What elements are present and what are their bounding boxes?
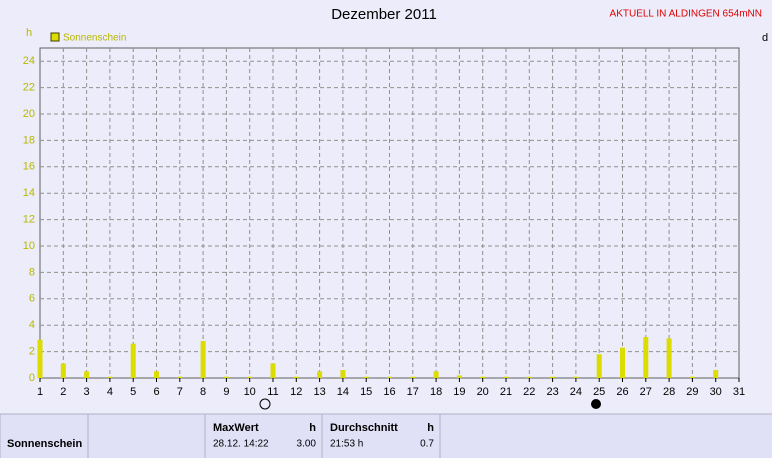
x-tick-label: 18 bbox=[430, 386, 442, 398]
x-tick-label: 6 bbox=[153, 386, 159, 398]
table-cell bbox=[0, 413, 89, 458]
x-tick-label: 2 bbox=[60, 386, 66, 398]
x-tick-label: 3 bbox=[84, 386, 90, 398]
x-tick-label: 1 bbox=[37, 386, 43, 398]
x-tick-label: 17 bbox=[407, 386, 419, 398]
y-tick-label: 14 bbox=[23, 187, 35, 199]
x-tick-label: 4 bbox=[107, 386, 113, 398]
x-tick-label: 19 bbox=[453, 386, 465, 398]
bar bbox=[247, 376, 253, 378]
x-tick-label: 31 bbox=[733, 386, 745, 398]
bar bbox=[154, 371, 159, 378]
y-tick-label: 10 bbox=[23, 240, 35, 252]
legend-swatch bbox=[50, 32, 60, 42]
x-tick-label: 24 bbox=[570, 386, 582, 398]
bar bbox=[387, 376, 392, 378]
row-label: Sonnenschein bbox=[7, 438, 82, 450]
table-cell bbox=[204, 413, 323, 458]
table-cell bbox=[87, 413, 206, 458]
max-value: 3.00 bbox=[297, 439, 317, 450]
y-tick-label: 2 bbox=[29, 346, 35, 358]
x-tick-label: 23 bbox=[546, 386, 558, 398]
x-tick-label: 9 bbox=[223, 386, 229, 398]
bar bbox=[550, 376, 556, 378]
bar bbox=[270, 363, 276, 378]
bar bbox=[433, 371, 439, 378]
column-unit: h bbox=[427, 422, 434, 434]
bar bbox=[60, 363, 66, 378]
bar bbox=[340, 370, 346, 378]
bar bbox=[293, 376, 299, 378]
bar bbox=[689, 376, 695, 378]
bar bbox=[410, 376, 416, 378]
table-cell bbox=[439, 413, 772, 458]
bar bbox=[37, 339, 43, 378]
x-tick-label: 22 bbox=[523, 386, 535, 398]
x-tick-label: 21 bbox=[500, 386, 512, 398]
x-tick-label: 29 bbox=[686, 386, 698, 398]
bar bbox=[317, 371, 323, 378]
bar bbox=[620, 347, 625, 378]
bar bbox=[480, 376, 486, 378]
bar bbox=[573, 376, 579, 378]
x-tick-label: 16 bbox=[383, 386, 395, 398]
bar bbox=[130, 343, 136, 378]
bar bbox=[666, 338, 672, 378]
x-tick-label: 20 bbox=[477, 386, 489, 398]
bar bbox=[713, 370, 719, 378]
legend-label: Sonnenschein bbox=[63, 33, 126, 44]
y-axis-label: h bbox=[26, 27, 32, 39]
x-tick-label: 26 bbox=[616, 386, 628, 398]
moon-icon bbox=[259, 398, 271, 410]
y-tick-label: 12 bbox=[23, 214, 35, 226]
x-tick-label: 15 bbox=[360, 386, 372, 398]
bar bbox=[200, 341, 206, 378]
x-tick-label: 28 bbox=[663, 386, 675, 398]
summary-table: Sonnenschein MaxWert h 28.12. 14:22 3.00… bbox=[0, 413, 772, 458]
bar bbox=[503, 376, 509, 378]
side-label: d bbox=[762, 32, 768, 44]
column-unit: h bbox=[309, 422, 316, 434]
bar bbox=[526, 376, 532, 378]
max-time: 28.12. 14:22 bbox=[213, 439, 269, 450]
x-tick-label: 12 bbox=[290, 386, 302, 398]
y-tick-label: 18 bbox=[23, 134, 35, 146]
y-tick-label: 4 bbox=[29, 319, 35, 331]
y-tick-label: 22 bbox=[23, 82, 35, 94]
bar bbox=[363, 376, 369, 378]
x-tick-label: 7 bbox=[177, 386, 183, 398]
x-tick-label: 8 bbox=[200, 386, 206, 398]
y-tick-label: 16 bbox=[23, 161, 35, 173]
chart-title: Dezember 2011 bbox=[331, 6, 437, 23]
column-header: Durchschnitt bbox=[330, 422, 398, 434]
x-tick-label: 10 bbox=[244, 386, 256, 398]
y-tick-label: 8 bbox=[29, 266, 35, 278]
moon-icon bbox=[591, 399, 601, 409]
y-tick-label: 24 bbox=[23, 55, 35, 67]
avg-time: 21:53 h bbox=[330, 439, 363, 450]
bar bbox=[177, 376, 183, 378]
bar bbox=[223, 376, 229, 378]
column-header: MaxWert bbox=[213, 422, 259, 434]
table-cell bbox=[321, 413, 441, 458]
x-tick-label: 14 bbox=[337, 386, 349, 398]
bar bbox=[456, 375, 462, 378]
y-tick-label: 20 bbox=[23, 108, 35, 120]
bar bbox=[596, 354, 602, 378]
x-tick-label: 13 bbox=[313, 386, 325, 398]
avg-value: 0.7 bbox=[420, 439, 434, 450]
x-tick-label: 30 bbox=[710, 386, 722, 398]
y-tick-label: 0 bbox=[29, 372, 35, 384]
y-tick-label: 6 bbox=[29, 293, 35, 305]
x-tick-label: 27 bbox=[640, 386, 652, 398]
bar bbox=[107, 376, 113, 378]
notice: AKTUELL IN ALDINGEN 654mNN bbox=[610, 9, 762, 20]
bar bbox=[643, 337, 649, 378]
bar bbox=[84, 371, 90, 378]
x-tick-label: 5 bbox=[130, 386, 136, 398]
x-tick-label: 25 bbox=[593, 386, 605, 398]
x-tick-label: 11 bbox=[267, 386, 278, 398]
